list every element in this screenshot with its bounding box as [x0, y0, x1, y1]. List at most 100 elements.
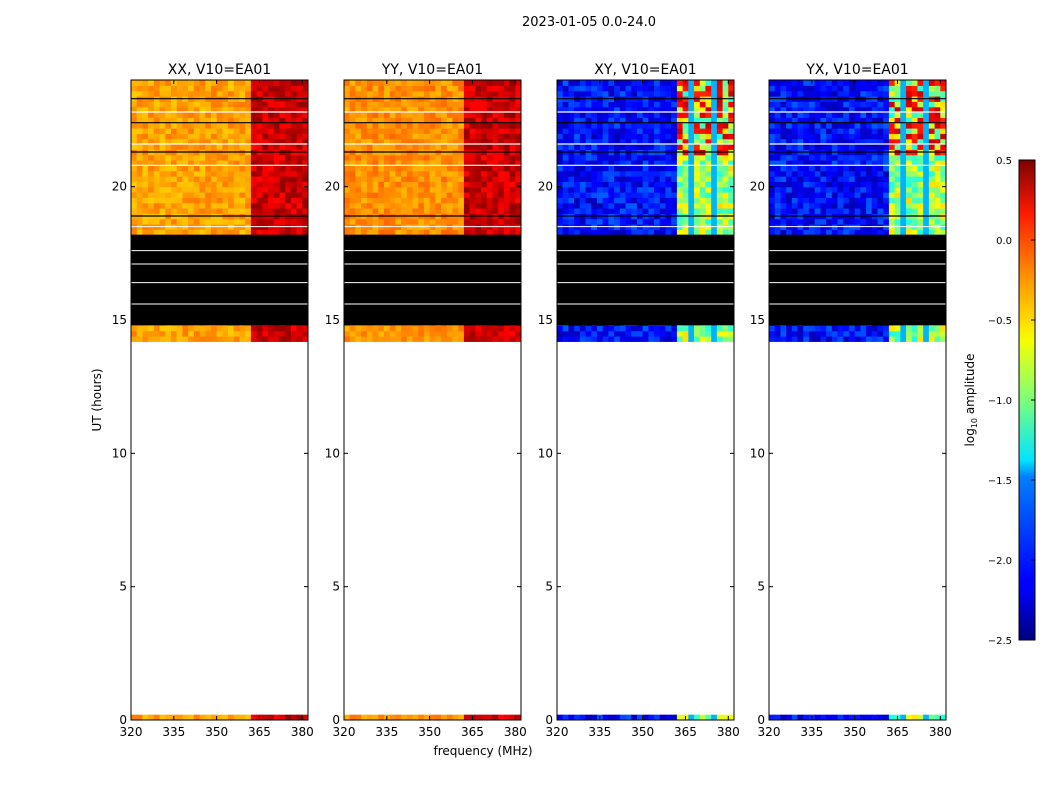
heatmap-cell: [250, 112, 258, 118]
heatmap-cell: [273, 208, 281, 214]
heatmap-cell: [642, 176, 649, 182]
heatmap-cell: [378, 218, 385, 225]
heatmap-cell: [568, 170, 575, 177]
heatmap-cell: [159, 192, 166, 198]
heatmap-cell: [165, 336, 172, 342]
heatmap-cell: [170, 202, 178, 209]
heatmap-cell: [344, 138, 351, 145]
heatmap-cell: [378, 80, 385, 86]
heatmap-cell: [245, 117, 252, 124]
heatmap-cell: [716, 330, 724, 337]
heatmap-cell: [659, 197, 667, 204]
heatmap-cell: [608, 229, 615, 236]
heatmap-cell: [349, 714, 357, 720]
heatmap-cell: [486, 192, 494, 198]
heatmap-cell: [694, 133, 701, 140]
heatmap-cell: [349, 112, 357, 118]
heatmap-cell: [378, 85, 385, 92]
heatmap-cell: [515, 101, 521, 108]
heatmap-cell: [216, 101, 223, 108]
heatmap-cell: [188, 122, 195, 129]
heatmap-cell: [279, 133, 286, 140]
heatmap-cell: [418, 101, 425, 108]
heatmap-cell: [671, 154, 678, 161]
heatmap-cell: [797, 336, 804, 342]
heatmap-cell: [228, 197, 235, 204]
heatmap-cell: [688, 176, 695, 182]
heatmap-cell: [458, 138, 465, 145]
heatmap-cell: [245, 325, 252, 332]
heatmap-cell: [296, 106, 303, 113]
heatmap-cell: [239, 122, 246, 129]
heatmap-cell: [631, 160, 638, 166]
heatmap-cell: [153, 90, 161, 97]
heatmap-cell: [389, 112, 396, 118]
heatmap-cell: [648, 202, 655, 209]
heatmap-cell: [366, 218, 374, 225]
heatmap-cell: [475, 192, 482, 198]
heatmap-cell: [344, 117, 351, 124]
heatmap-cell: [591, 101, 598, 108]
heatmap-cell: [498, 80, 505, 86]
heatmap-cell: [579, 101, 587, 108]
heatmap-cell: [273, 170, 281, 177]
heatmap-cell: [170, 218, 178, 225]
heatmap-cell: [659, 170, 667, 177]
heatmap-cell: [250, 176, 258, 182]
heatmap-cell: [900, 714, 907, 720]
heatmap-cell: [654, 181, 661, 188]
heatmap-cell: [682, 176, 689, 182]
heatmap-cell: [579, 197, 587, 204]
heatmap-cell: [159, 325, 166, 332]
heatmap-cell: [136, 80, 144, 86]
heatmap-cell: [665, 181, 672, 188]
heatmap-cell: [803, 330, 810, 337]
heatmap-cell: [182, 112, 189, 118]
heatmap-cell: [273, 192, 281, 198]
heatmap-cell: [148, 229, 155, 236]
heatmap-cell: [285, 117, 292, 124]
heatmap-cell: [631, 202, 638, 209]
heatmap-cell: [418, 229, 425, 236]
heatmap-cell: [498, 133, 505, 140]
heatmap-cell: [245, 170, 252, 177]
heatmap-cell: [515, 218, 521, 225]
heatmap-cell: [557, 176, 564, 182]
heatmap-cell: [614, 336, 621, 342]
heatmap-cell: [302, 138, 308, 145]
heatmap-cell: [188, 336, 195, 342]
heatmap-cell: [418, 170, 425, 177]
heatmap-cell: [654, 106, 661, 113]
heatmap-cell: [574, 714, 581, 720]
heatmap-cell: [596, 122, 604, 129]
heatmap-cell: [188, 117, 195, 124]
heatmap-cell: [395, 186, 402, 193]
heatmap-cell: [688, 165, 695, 172]
heatmap-cell: [239, 714, 246, 720]
heatmap-cell: [562, 133, 570, 140]
heatmap-cell: [642, 112, 649, 118]
heatmap-cell: [406, 112, 414, 118]
heatmap-cell: [515, 117, 521, 124]
heatmap-cell: [412, 197, 419, 204]
heatmap-cell: [492, 714, 499, 720]
heatmap-cell: [366, 112, 374, 118]
heatmap-cell: [614, 181, 621, 188]
heatmap-cell: [401, 154, 408, 161]
heatmap-cell: [165, 80, 172, 86]
heatmap-cell: [435, 330, 442, 337]
heatmap-cell: [429, 112, 436, 118]
heatmap-cell: [296, 181, 303, 188]
heatmap-cell: [429, 90, 436, 97]
heatmap-cell: [475, 154, 482, 161]
heatmap-cell: [475, 202, 482, 209]
heatmap-cell: [136, 101, 144, 108]
heatmap-cell: [296, 176, 303, 182]
heatmap-cell: [401, 186, 408, 193]
heatmap-cell: [250, 144, 258, 150]
heatmap-cell: [131, 330, 138, 337]
heatmap-cell: [429, 202, 436, 209]
heatmap-cell: [923, 714, 930, 720]
heatmap-cell: [389, 80, 396, 86]
heatmap-cell: [463, 144, 471, 150]
